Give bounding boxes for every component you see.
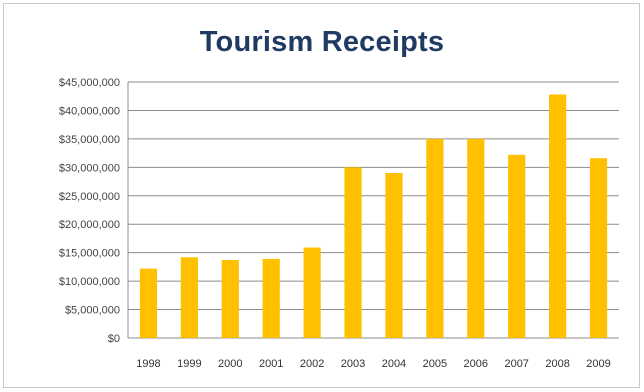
bars-layer (139, 94, 608, 338)
x-tick-label: 1999 (177, 358, 201, 370)
x-tick-label: 2008 (545, 358, 569, 370)
y-tick-label: $45,000,000 (59, 77, 120, 89)
x-tick-label: 2001 (259, 358, 283, 370)
grid-layer (127, 81, 619, 339)
x-tick-label: 2005 (423, 358, 447, 370)
bar-2002 (303, 247, 321, 338)
x-tick-label: 2002 (300, 358, 324, 370)
y-tick-label: $20,000,000 (59, 219, 120, 231)
x-tick-label: 2009 (586, 358, 610, 370)
x-tick-label: 2004 (382, 358, 406, 370)
y-axis-ticks: $0 $5,000,000 $10,000,000 $15,000,000 $20,00… (59, 77, 120, 345)
x-tick-label: 2003 (341, 358, 365, 370)
y-tick-label: $5,000,000 (65, 305, 120, 317)
bar-2008 (549, 94, 567, 338)
bar-2009 (589, 158, 608, 338)
x-tick-label: 2000 (218, 358, 242, 370)
y-tick-label: $40,000,000 (59, 105, 120, 117)
x-axis-ticks: 1998 1999 2000 2001 2002 2003 2004 2005 2006 2007… (136, 358, 611, 370)
bar-2007 (508, 154, 526, 338)
y-tick-label: $10,000,000 (59, 276, 120, 288)
y-tick-label: $35,000,000 (59, 134, 120, 146)
y-tick-label: $15,000,000 (59, 248, 120, 260)
y-tick-label: $30,000,000 (59, 162, 120, 174)
bar-1998 (139, 268, 158, 338)
y-tick-label: $0 (108, 333, 120, 345)
chart-title: Tourism Receipts (199, 26, 445, 58)
bar-2006 (467, 138, 485, 338)
bar-2005 (426, 138, 444, 338)
x-tick-label: 2006 (464, 358, 488, 370)
x-tick-label: 2007 (504, 358, 528, 370)
bar-2004 (385, 173, 403, 338)
bar-2003 (344, 167, 362, 338)
bar-2001 (262, 258, 280, 338)
bar-1999 (180, 257, 198, 338)
y-tick-label: $25,000,000 (59, 191, 120, 203)
bar-2000 (221, 260, 239, 338)
x-tick-label: 1998 (136, 358, 160, 370)
